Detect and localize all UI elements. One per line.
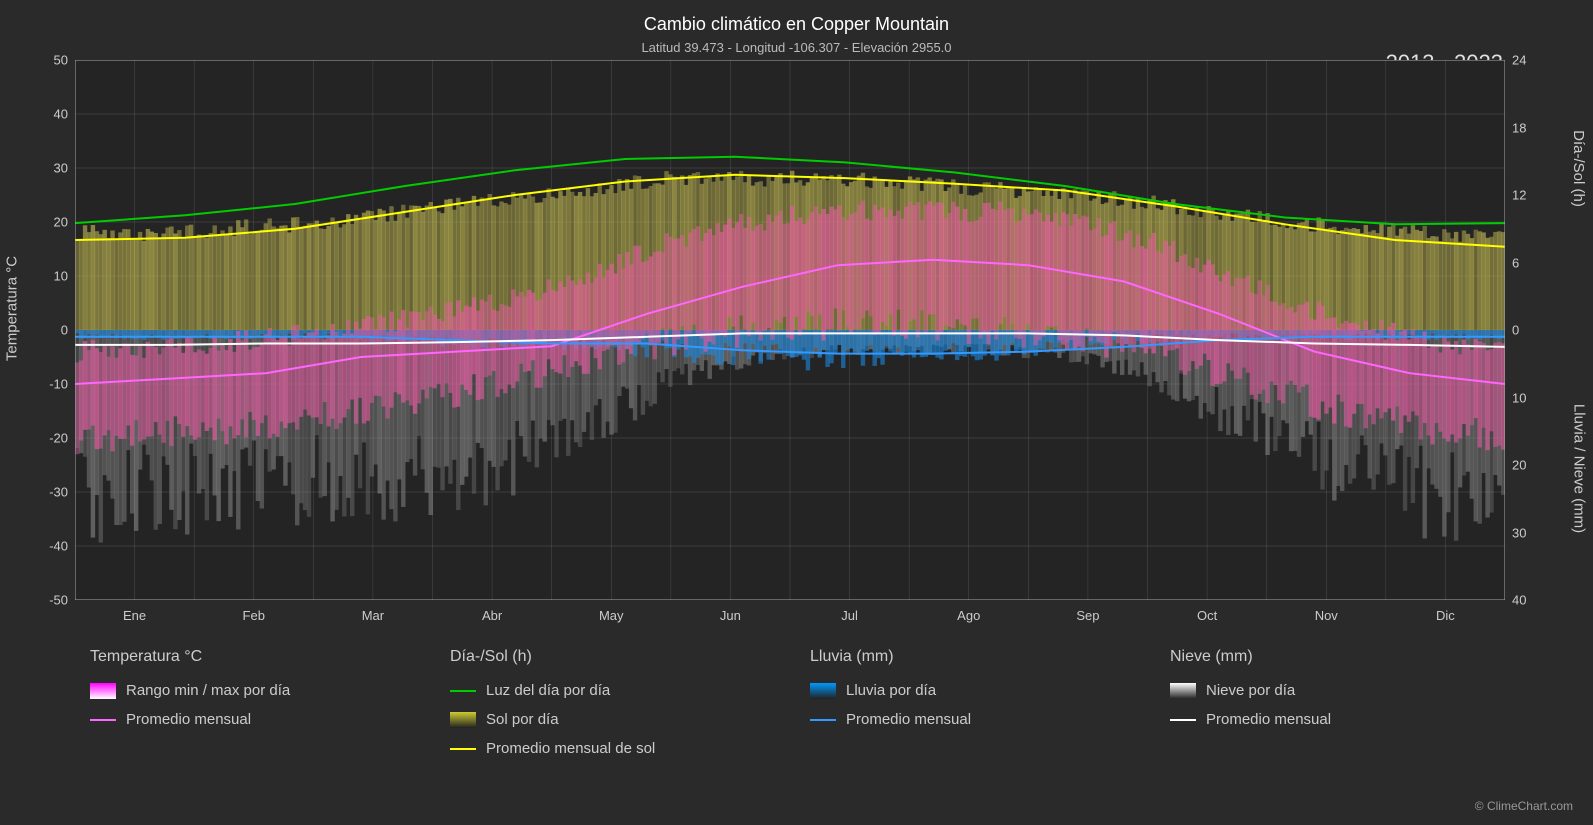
y-tick-left: 50 (28, 53, 68, 68)
y-axis-right-bottom-label: Lluvia / Nieve (mm) (1571, 404, 1588, 533)
x-tick: Dic (1436, 608, 1455, 623)
y-tick-left: 20 (28, 215, 68, 230)
legend-item: Luz del día por día (450, 682, 790, 699)
legend-group: Lluvia (mm) Lluvia por día Promedio mensua… (810, 648, 1150, 757)
legend-item: Promedio mensual (1170, 711, 1510, 728)
legend-group-title: Nieve (mm) (1170, 648, 1510, 666)
legend-item: Promedio mensual (90, 711, 430, 728)
legend-label: Promedio mensual (1206, 711, 1331, 728)
legend-label: Sol por día (486, 711, 559, 728)
y-tick-right-top: 24 (1512, 53, 1526, 68)
legend-label: Promedio mensual (846, 711, 971, 728)
y-tick-left: -10 (28, 377, 68, 392)
legend-item: Sol por día (450, 711, 790, 728)
legend-line (90, 719, 116, 721)
y-tick-right-bottom: 40 (1512, 593, 1526, 608)
legend-line (810, 719, 836, 721)
y-tick-left: -20 (28, 431, 68, 446)
y-tick-left: 30 (28, 161, 68, 176)
x-tick: Mar (362, 608, 384, 623)
legend-item: Rango min / max por día (90, 682, 430, 699)
legend-swatch (810, 683, 836, 699)
y-axis-right-top-label: Día-/Sol (h) (1571, 130, 1588, 207)
legend-group: Temperatura °C Rango min / max por día Pro… (90, 648, 430, 757)
chart-plot-area (75, 60, 1505, 600)
legend-line (1170, 719, 1196, 721)
x-tick: Ene (123, 608, 146, 623)
chart-svg (75, 60, 1505, 600)
y-axis-left-label: Temperatura °C (4, 256, 21, 361)
legend-item: Nieve por día (1170, 682, 1510, 699)
y-tick-right-top: 18 (1512, 120, 1526, 135)
legend-label: Promedio mensual de sol (486, 740, 655, 757)
copyright: © ClimeChart.com (1475, 799, 1573, 813)
legend-label: Lluvia por día (846, 682, 936, 699)
x-tick: Abr (482, 608, 502, 623)
legend-label: Luz del día por día (486, 682, 610, 699)
legend-label: Nieve por día (1206, 682, 1295, 699)
legend-line (450, 748, 476, 750)
x-tick: Sep (1076, 608, 1099, 623)
x-tick: Ago (957, 608, 980, 623)
legend: Temperatura °C Rango min / max por día Pro… (90, 648, 1510, 757)
x-tick: May (599, 608, 624, 623)
y-tick-right-bottom: 30 (1512, 525, 1526, 540)
x-tick: Nov (1315, 608, 1338, 623)
x-tick: Oct (1197, 608, 1217, 623)
legend-label: Rango min / max por día (126, 682, 290, 699)
legend-swatch (450, 712, 476, 728)
y-tick-right-bottom: 10 (1512, 390, 1526, 405)
y-tick-left: -50 (28, 593, 68, 608)
y-tick-left: -30 (28, 485, 68, 500)
y-tick-right-top: 0 (1512, 323, 1519, 338)
y-tick-left: -40 (28, 539, 68, 554)
y-tick-right-top: 12 (1512, 188, 1526, 203)
x-tick: Feb (243, 608, 265, 623)
legend-item: Promedio mensual de sol (450, 740, 790, 757)
y-tick-right-top: 6 (1512, 255, 1519, 270)
y-tick-left: 40 (28, 107, 68, 122)
legend-swatch (90, 683, 116, 699)
legend-group: Nieve (mm) Nieve por día Promedio mensual (1170, 648, 1510, 757)
x-tick: Jul (841, 608, 858, 623)
legend-label: Promedio mensual (126, 711, 251, 728)
legend-line (450, 690, 476, 692)
chart-subtitle: Latitud 39.473 - Longitud -106.307 - Ele… (0, 40, 1593, 55)
legend-item: Lluvia por día (810, 682, 1150, 699)
legend-group-title: Día-/Sol (h) (450, 648, 790, 666)
legend-group: Día-/Sol (h) Luz del día por día Sol por d… (450, 648, 790, 757)
chart-title: Cambio climático en Copper Mountain (0, 14, 1593, 35)
legend-group-title: Lluvia (mm) (810, 648, 1150, 666)
x-tick: Jun (720, 608, 741, 623)
y-tick-right-bottom: 20 (1512, 458, 1526, 473)
legend-group-title: Temperatura °C (90, 648, 430, 666)
legend-item: Promedio mensual (810, 711, 1150, 728)
y-tick-left: 0 (28, 323, 68, 338)
legend-swatch (1170, 683, 1196, 699)
y-tick-left: 10 (28, 269, 68, 284)
